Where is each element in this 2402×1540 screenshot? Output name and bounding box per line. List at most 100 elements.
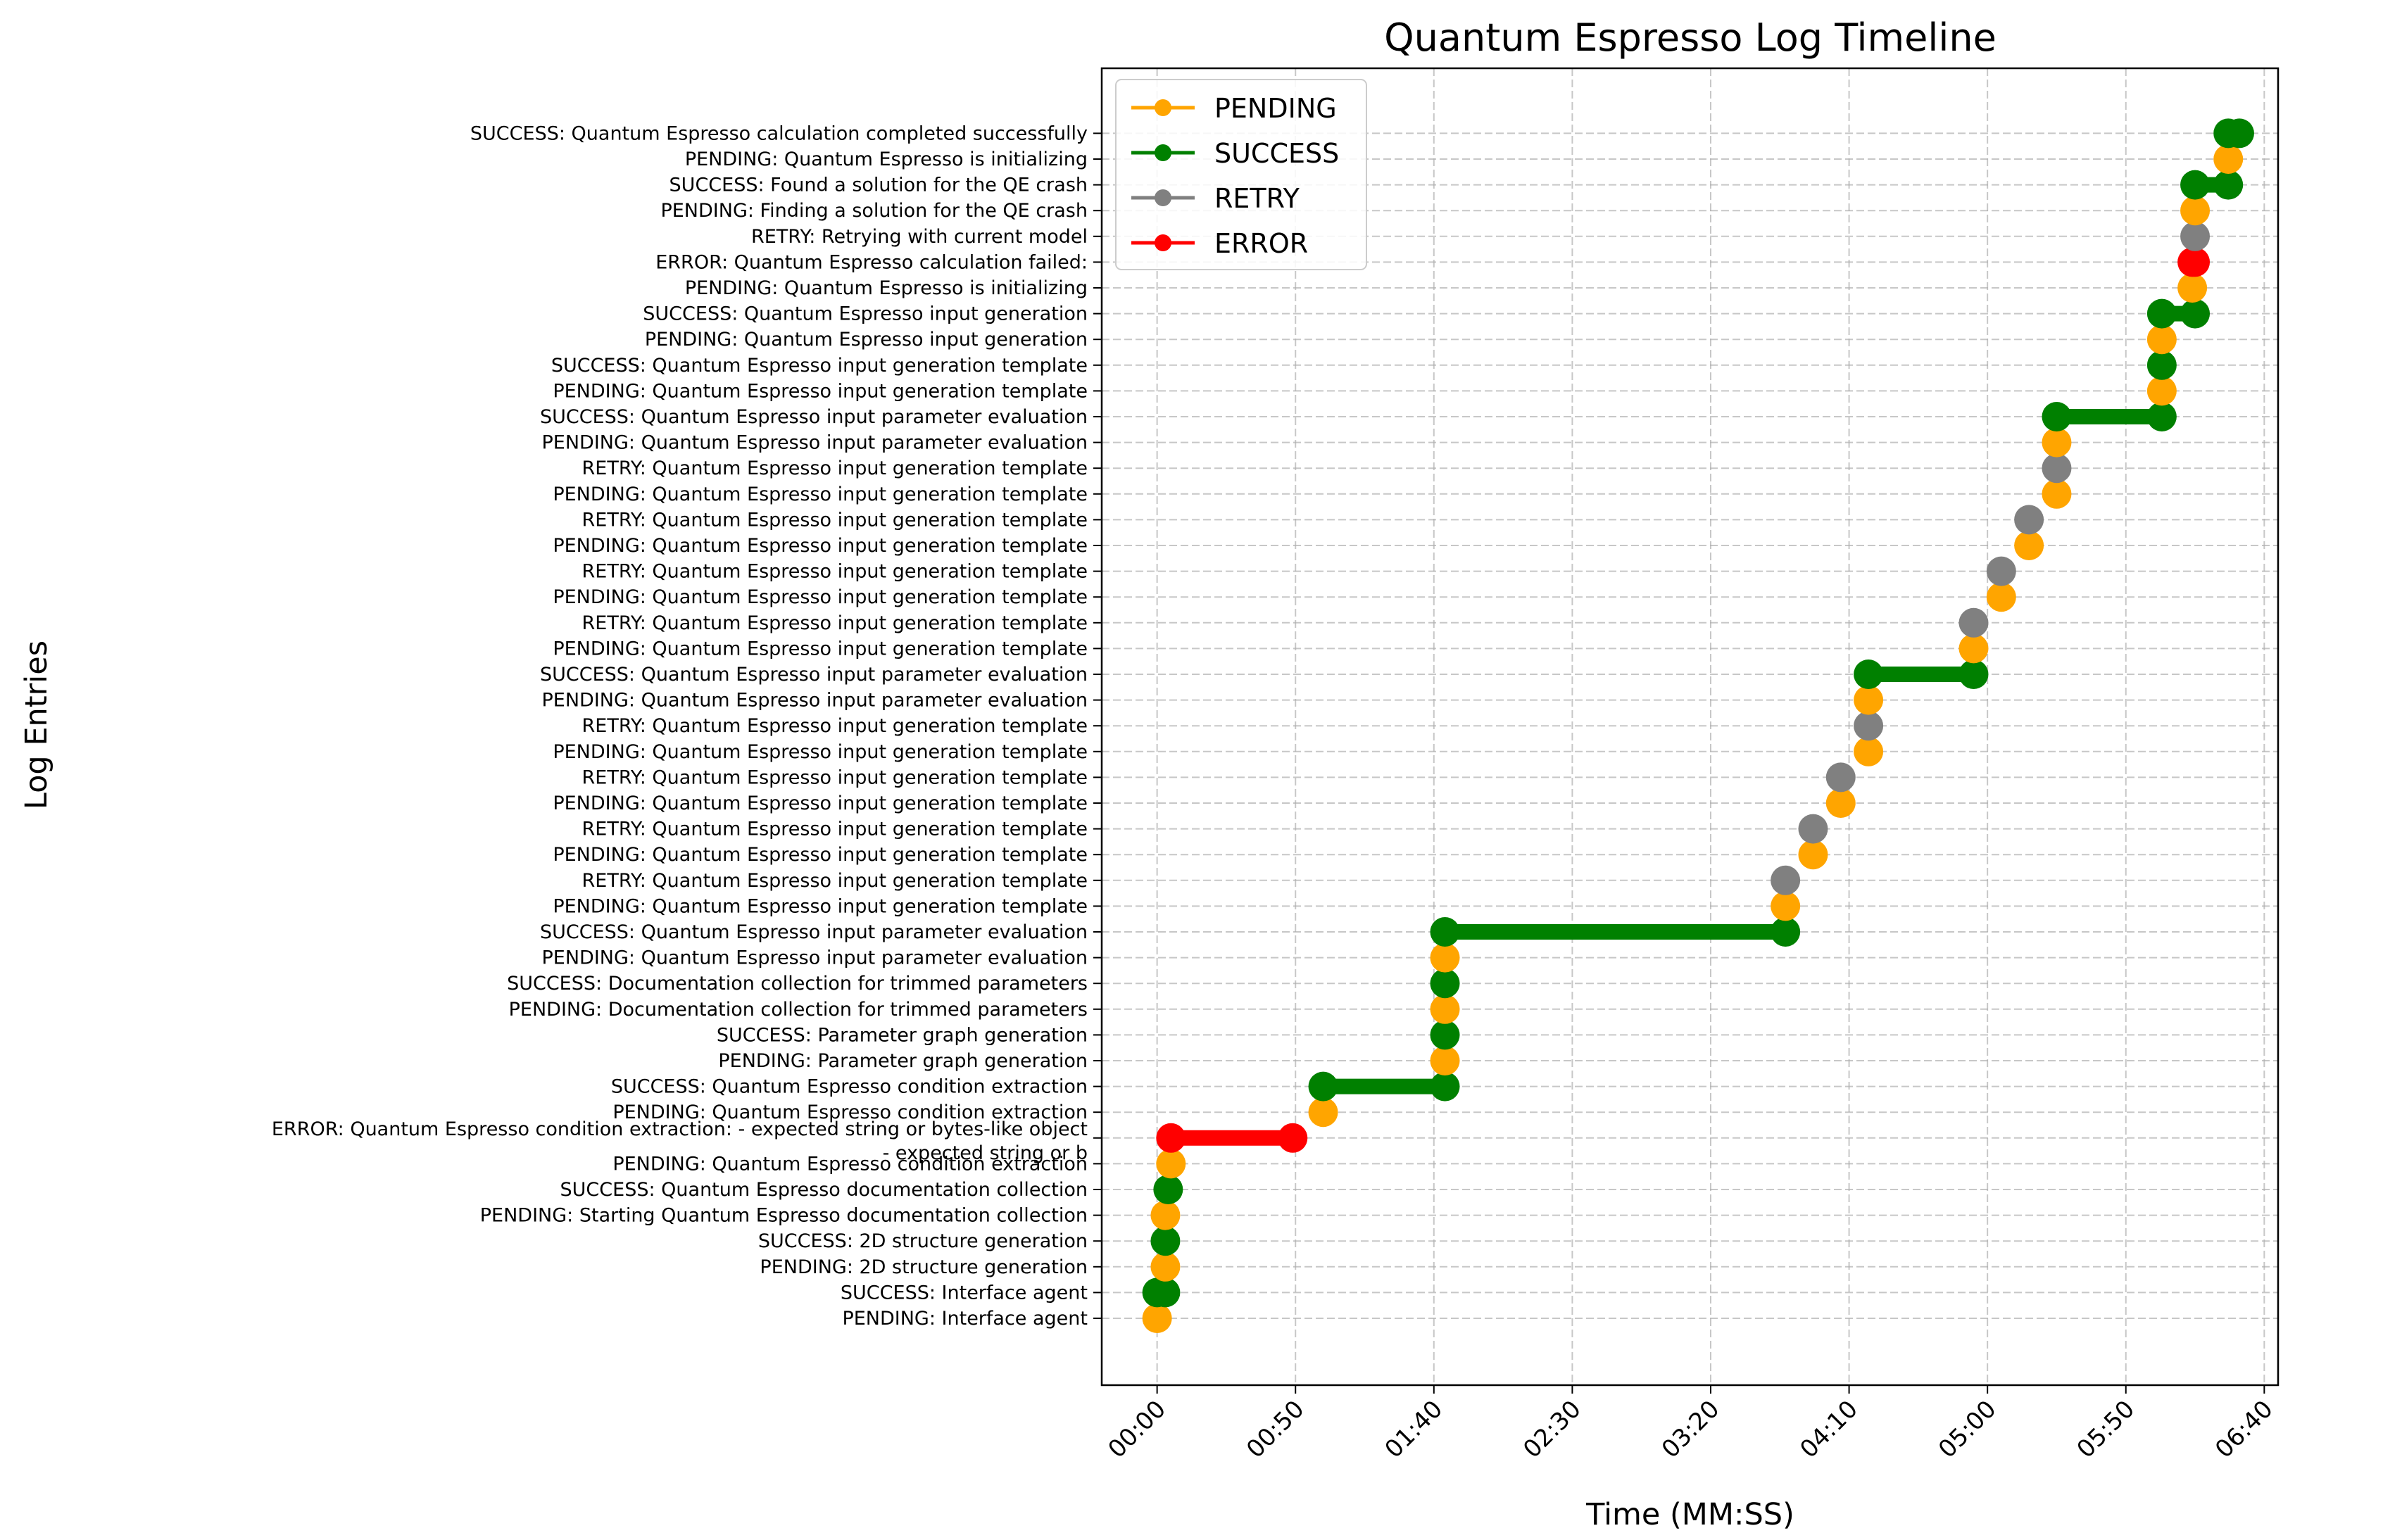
start-marker [1854,711,1884,741]
legend: PENDING SUCCESS RETRY ERROR [1115,79,1367,270]
y-tick-label: SUCCESS: Quantum Espresso input generati… [551,355,1088,377]
y-tick-label: ERROR: Quantum Espresso condition extrac… [272,1118,1088,1164]
start-marker [1308,1097,1338,1128]
y-tick-label: PENDING: Quantum Espresso input generati… [553,793,1088,814]
y-tick-label: PENDING: Starting Quantum Espresso docum… [480,1205,1088,1227]
end-marker [1430,1071,1460,1102]
start-marker [2180,221,2211,251]
y-tick-label: SUCCESS: Quantum Espresso input generati… [643,303,1088,325]
y-tick-label-line: PENDING: Quantum Espresso input paramete… [542,947,1088,969]
y-tick-label-line: PENDING: Quantum Espresso input paramete… [542,690,1088,712]
y-tick-label: PENDING: Quantum Espresso input generati… [553,844,1088,866]
y-tick-label-line: RETRY: Quantum Espresso input generation… [582,612,1088,634]
legend-label: ERROR [1214,228,1308,259]
legend-label: SUCCESS [1214,138,1339,169]
legend-label: RETRY [1214,183,1300,214]
start-marker [2042,453,2072,484]
y-tick-label: PENDING: Quantum Espresso condition extr… [612,1153,1088,1175]
y-tick-label: PENDING: Documentation collection for tr… [509,999,1088,1021]
y-tick-label: SUCCESS: Quantum Espresso documentation … [560,1179,1088,1201]
y-tick-label: SUCCESS: Interface agent [841,1282,1088,1304]
y-tick-label: PENDING: Interface agent [842,1308,1088,1330]
start-marker [2180,170,2211,200]
y-tick-label: PENDING: Finding a solution for the QE c… [660,200,1088,222]
start-marker [1430,942,1460,973]
y-tick-label-line: PENDING: Quantum Espresso condition extr… [612,1153,1088,1175]
y-tick-label: PENDING: Quantum Espresso is initializin… [685,277,1088,299]
y-tick-label: RETRY: Quantum Espresso input generation… [582,509,1088,531]
y-tick-label-line: SUCCESS: Quantum Espresso calculation co… [470,122,1088,144]
y-tick-label: PENDING: Quantum Espresso input generati… [553,638,1088,659]
y-tick-label-line: PENDING: Quantum Espresso input paramete… [542,432,1088,454]
grid-lines [1102,68,2278,1385]
y-tick-label-line: PENDING: Quantum Espresso input generati… [553,535,1088,557]
y-tick-label: SUCCESS: Quantum Espresso condition extr… [611,1076,1088,1098]
y-tick-label: PENDING: 2D structure generation [760,1256,1088,1278]
y-tick-label-line: PENDING: Quantum Espresso input generati… [553,895,1088,917]
y-tick-label: RETRY: Quantum Espresso input generation… [582,766,1088,788]
axes [1093,67,2280,1394]
y-tick-label: ERROR: Quantum Espresso calculation fail… [655,251,1088,273]
y-tick-label-line: PENDING: Quantum Espresso input generati… [553,484,1088,505]
start-marker [2213,144,2244,174]
y-tick-label: SUCCESS: Parameter graph generation [717,1024,1088,1046]
y-tick-label-line: SUCCESS: Quantum Espresso input generati… [551,355,1088,377]
y-tick-label-line: RETRY: Quantum Espresso input generation… [582,715,1088,737]
start-marker [1771,865,1801,895]
end-marker [1958,659,1989,689]
start-marker [2014,505,2044,535]
y-tick-label-line: SUCCESS: Quantum Espresso condition extr… [611,1076,1088,1098]
x-axis-label: Time (MM:SS) [1585,1497,1794,1532]
start-marker [1854,736,1884,766]
start-marker [1153,1175,1183,1204]
start-marker [2042,479,2072,509]
start-marker [1825,762,1856,793]
start-marker [1825,788,1856,818]
y-tick-label-line: PENDING: Quantum Espresso input generati… [553,793,1088,814]
y-tick-label-line: SUCCESS: Quantum Espresso input generati… [643,303,1088,325]
y-tick-label: PENDING: Quantum Espresso input paramete… [542,690,1088,712]
y-tick-label-line: SUCCESS: Interface agent [841,1282,1088,1304]
y-tick-label: PENDING: Quantum Espresso input paramete… [542,432,1088,454]
start-marker [1430,968,1460,999]
start-marker [2146,376,2177,406]
y-tick-label-line: PENDING: Quantum Espresso condition extr… [612,1102,1088,1123]
y-tick-label-line: SUCCESS: Quantum Espresso input paramete… [540,664,1088,686]
y-tick-label-line: PENDING: Documentation collection for tr… [509,999,1088,1021]
y-tick-label: SUCCESS: Quantum Espresso input paramete… [540,664,1088,686]
y-tick-label: PENDING: Quantum Espresso input generati… [553,484,1088,505]
start-marker [1958,607,1989,638]
legend-box [1115,79,1367,270]
legend-marker [1155,189,1171,206]
legend-marker [1155,234,1171,251]
y-tick-label-line: - expected string or b [883,1142,1088,1164]
y-tick-label-line: PENDING: Quantum Espresso input generati… [553,586,1088,608]
y-tick-label-line: PENDING: Quantum Espresso is initializin… [685,277,1088,299]
chart-title: Quantum Espresso Log Timeline [1384,15,1997,60]
start-marker [2146,324,2177,355]
y-tick-label: RETRY: Quantum Espresso input generation… [582,870,1088,892]
y-tick-label-line: PENDING: Interface agent [842,1308,1088,1330]
y-tick-label-line: PENDING: 2D structure generation [760,1256,1088,1278]
start-marker [1150,1226,1181,1256]
y-tick-label-line: PENDING: Quantum Espresso input generati… [645,329,1088,351]
y-tick-label-line: RETRY: Retrying with current model [751,226,1088,248]
y-tick-label-line: SUCCESS: Documentation collection for tr… [507,973,1088,995]
start-marker [2213,118,2244,149]
y-tick-label-line: PENDING: Quantum Espresso is initializin… [685,149,1088,170]
y-tick-label: PENDING: Quantum Espresso input generati… [553,741,1088,763]
y-tick-label-line: ERROR: Quantum Espresso condition extrac… [272,1118,1088,1140]
y-tick-label-line: RETRY: Quantum Espresso input generation… [582,457,1088,479]
start-marker [1798,840,1828,870]
y-tick-label: PENDING: Quantum Espresso input generati… [553,380,1088,402]
y-tick-label-line: RETRY: Quantum Espresso input generation… [582,561,1088,583]
y-tick-label: PENDING: Quantum Espresso input generati… [553,535,1088,557]
y-tick-label-line: SUCCESS: Quantum Espresso input paramete… [540,406,1088,428]
y-tick-label-line: PENDING: Quantum Espresso input generati… [553,380,1088,402]
start-marker [1798,814,1828,844]
y-tick-label: SUCCESS: Quantum Espresso input paramete… [540,406,1088,428]
y-tick-label-line: RETRY: Quantum Espresso input generation… [582,819,1088,840]
y-tick-label: PENDING: Quantum Espresso input paramete… [542,947,1088,969]
y-tick-label-line: PENDING: Quantum Espresso input generati… [553,741,1088,763]
start-marker [1430,994,1460,1024]
